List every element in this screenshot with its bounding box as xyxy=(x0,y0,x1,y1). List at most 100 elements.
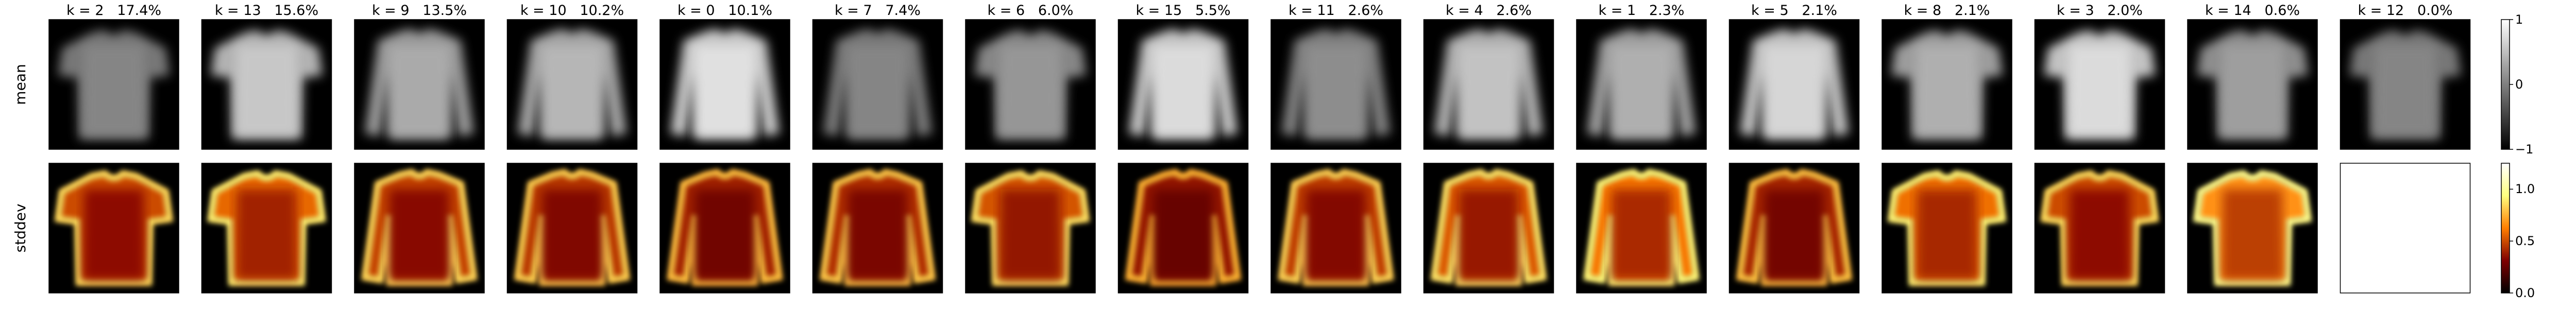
panel-title: k = 4 2.6% xyxy=(1446,3,1532,19)
stddev-panel-frame xyxy=(965,163,1096,293)
colorbar-tick-label: 0.0 xyxy=(2515,286,2535,300)
panel-title: k = 12 0.0% xyxy=(2358,3,2453,19)
stddev-garment-edge xyxy=(361,168,478,286)
stddev-garment-core xyxy=(1916,189,1978,280)
panel-title: k = 5 2.1% xyxy=(1751,3,1837,19)
stddev-garment-edge xyxy=(667,168,783,286)
colorbar-stddev xyxy=(2501,163,2513,293)
mean-garment-core xyxy=(2069,45,2131,136)
panel-title: k = 1 2.3% xyxy=(1598,3,1685,19)
stddev-panel-4 xyxy=(659,163,790,293)
stddev-garment-edge xyxy=(2193,170,2312,286)
stddev-garment-core xyxy=(541,189,603,280)
stddev-panel-12 xyxy=(1882,163,2012,293)
stddev-panel-frame xyxy=(812,163,943,293)
stddev-panel-frame xyxy=(1576,163,1707,293)
stddev-garment-core xyxy=(1304,189,1367,280)
colorbar-tick-label: 0.5 xyxy=(2515,234,2535,249)
row-label-stddev: stddev xyxy=(12,203,29,253)
stddev-garment-edge xyxy=(207,170,326,286)
mean-panel-0 xyxy=(48,19,179,150)
mean-panel-frame xyxy=(2187,19,2318,150)
mean-panel-frame xyxy=(2034,19,2165,150)
stddev-panel-frame xyxy=(1882,163,2012,293)
mean-panel-frame xyxy=(2340,19,2471,150)
stddev-panel-1 xyxy=(201,163,332,293)
mean-garment-core xyxy=(2221,45,2284,136)
stddev-panel-frame xyxy=(2034,163,2165,293)
panel-title: k = 15 5.5% xyxy=(1136,3,1231,19)
mean-garment-core xyxy=(82,45,145,136)
colorbar-tick-label: 1 xyxy=(2515,12,2523,27)
stddev-garment-core xyxy=(1458,189,1520,280)
stddev-garment-edge xyxy=(1278,168,1394,286)
stddev-panel-8 xyxy=(1270,163,1401,293)
stddev-panel-7 xyxy=(1117,163,1249,293)
mean-garment-core xyxy=(388,45,451,136)
mean-panel-frame xyxy=(1270,19,1401,150)
colorbar-tick-label: −1 xyxy=(2515,142,2534,157)
stddev-panel-5 xyxy=(812,163,943,293)
mean-garment-core xyxy=(541,45,603,136)
stddev-garment-core xyxy=(1610,189,1673,280)
stddev-panel-frame xyxy=(1728,163,1860,293)
mean-panel-frame xyxy=(48,19,179,150)
mean-panel-frame xyxy=(506,19,638,150)
stddev-garment-core xyxy=(2069,189,2131,280)
stddev-garment-core xyxy=(388,189,451,280)
stddev-garment-core xyxy=(693,189,756,280)
panel-title: k = 14 0.6% xyxy=(2205,3,2300,19)
mean-panel-frame xyxy=(354,19,485,150)
mean-garment-core xyxy=(693,45,756,136)
panel-title: k = 10 10.2% xyxy=(520,3,624,19)
mean-panel-9 xyxy=(1423,19,1554,150)
mean-panel-frame xyxy=(1882,19,2012,150)
panel-title: k = 11 2.6% xyxy=(1288,3,1384,19)
stddev-panel-11 xyxy=(1728,163,1860,293)
mean-panel-1 xyxy=(201,19,332,150)
panel-title: k = 8 2.1% xyxy=(1904,3,1990,19)
stddev-panel-2 xyxy=(354,163,485,293)
stddev-garment-edge xyxy=(819,168,936,286)
mean-garment-core xyxy=(1304,45,1367,136)
stddev-panel-14 xyxy=(2187,163,2318,293)
stddev-panel-15 xyxy=(2340,163,2471,293)
stddev-garment-edge xyxy=(514,168,631,286)
stddev-panel-frame xyxy=(1117,163,1249,293)
mean-panel-5 xyxy=(812,19,943,150)
mean-garment-core xyxy=(1610,45,1673,136)
stddev-panel-frame xyxy=(2187,163,2318,293)
mean-garment-core xyxy=(1763,45,1825,136)
stddev-panel-frame xyxy=(48,163,179,293)
stddev-garment-edge xyxy=(1430,168,1547,286)
mean-panel-2 xyxy=(354,19,485,150)
colorbar-gradient xyxy=(2501,20,2510,149)
mean-panel-frame xyxy=(201,19,332,150)
stddev-panel-frame xyxy=(506,163,638,293)
stddev-garment-core xyxy=(1152,189,1214,280)
stddev-garment-core xyxy=(1763,189,1825,280)
mean-panel-11 xyxy=(1728,19,1860,150)
mean-panel-7 xyxy=(1117,19,1249,150)
stddev-panel-frame xyxy=(354,163,485,293)
stddev-panel-9 xyxy=(1423,163,1554,293)
panel-title: k = 2 17.4% xyxy=(66,3,162,19)
stddev-garment-core xyxy=(82,189,145,280)
stddev-garment-edge xyxy=(1125,168,1242,286)
colorbar-mean xyxy=(2501,19,2513,150)
mean-panel-8 xyxy=(1270,19,1401,150)
panel-title: k = 3 2.0% xyxy=(2057,3,2143,19)
mean-panel-15 xyxy=(2340,19,2471,150)
mean-panel-frame xyxy=(1576,19,1707,150)
mean-panel-10 xyxy=(1576,19,1707,150)
mean-panel-6 xyxy=(965,19,1096,150)
stddev-garment-edge xyxy=(2040,170,2159,286)
mean-panel-13 xyxy=(2034,19,2165,150)
stddev-garment-edge xyxy=(1887,170,2007,286)
stddev-panel-13 xyxy=(2034,163,2165,293)
stddev-panel-6 xyxy=(965,163,1096,293)
panel-title: k = 9 13.5% xyxy=(371,3,467,19)
stddev-panel-3 xyxy=(506,163,638,293)
